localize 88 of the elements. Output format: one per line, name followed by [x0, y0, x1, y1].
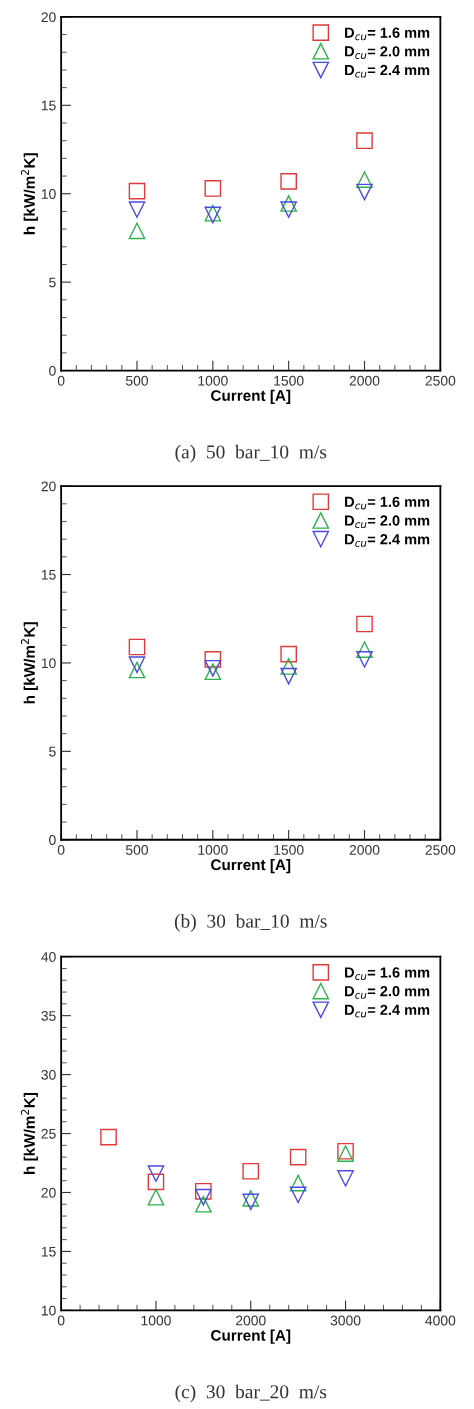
- point: [204, 180, 222, 197]
- point: [204, 659, 222, 677]
- y-tick-label: 35: [41, 1010, 56, 1021]
- y-axis-title: h [kW/m$^{2}$K]: [20, 622, 38, 704]
- x-axis-title: Current [A]: [211, 1329, 291, 1344]
- point: [289, 1174, 307, 1192]
- point: [289, 1186, 307, 1204]
- y-tick-label: 20: [41, 481, 56, 492]
- x-axis-title: Current [A]: [211, 858, 291, 874]
- point: [242, 1162, 260, 1180]
- point: [195, 1182, 212, 1200]
- point: [356, 171, 373, 188]
- legend-label: D$_{cu}$= 2.4 mm: [345, 534, 430, 547]
- legend-label: D$_{cu}$= 1.6 mm: [345, 27, 430, 41]
- y-axis-title: h [kW/m$^{2}$K]: [20, 1092, 38, 1174]
- x-tick-label: 2000: [236, 1315, 266, 1326]
- point: [356, 641, 373, 659]
- y-tick-label: 20: [41, 1187, 56, 1198]
- point: [356, 132, 373, 150]
- point: [128, 182, 146, 200]
- y-tick-label: 5: [49, 277, 56, 288]
- x-tick-label: 1000: [141, 1315, 171, 1326]
- y-tick-label: 25: [41, 1128, 56, 1139]
- x-tick-label: 2000: [349, 375, 380, 386]
- x-tick-label: 1000: [198, 375, 228, 386]
- y-tick-label: 0: [49, 365, 56, 376]
- x-tick-label: 2000: [349, 844, 380, 855]
- text: (c) 30 bar_20 m/s: [175, 1384, 327, 1403]
- point: [100, 1128, 117, 1146]
- point: [128, 222, 146, 240]
- point: [280, 195, 298, 212]
- point: [242, 1193, 260, 1211]
- x-tick-label: 2500: [425, 375, 456, 386]
- point: [280, 645, 298, 663]
- point: [280, 667, 298, 685]
- y-tick-label: 40: [41, 952, 56, 962]
- x-tick-label: 500: [125, 844, 149, 855]
- point: [204, 663, 222, 681]
- x-tick-label: 2500: [425, 844, 456, 855]
- point: [280, 173, 298, 190]
- point: [280, 658, 298, 675]
- point: [195, 1195, 212, 1213]
- x-tick-label: 0: [57, 844, 65, 855]
- y-tick-label: 0: [49, 835, 56, 845]
- legend-label: D$_{cu}$= 1.6 mm: [345, 967, 430, 980]
- x-tick-label: 1500: [274, 844, 304, 855]
- x-tick-label: 1500: [274, 375, 304, 386]
- legend-label: D$_{cu}$= 2.0 mm: [345, 515, 430, 529]
- x-tick-label: 1000: [198, 844, 228, 855]
- y-tick-label: 10: [41, 1305, 56, 1316]
- y-tick-label: 20: [41, 12, 56, 23]
- legend-label: D$_{cu}$= 2.0 mm: [345, 46, 430, 59]
- y-tick-label: 30: [41, 1069, 56, 1080]
- point: [337, 1170, 354, 1187]
- y-tick-label: 15: [41, 1246, 56, 1257]
- point: [204, 651, 222, 668]
- y-tick-label: 10: [41, 658, 56, 669]
- point: [289, 1148, 307, 1166]
- point: [128, 661, 146, 679]
- legend-label: D$_{cu}$= 2.4 mm: [345, 1004, 430, 1018]
- y-tick-label: 10: [41, 189, 56, 199]
- y-tick-label: 15: [41, 570, 56, 580]
- point: [280, 201, 298, 218]
- point: [356, 615, 373, 633]
- x-tick-label: 500: [125, 375, 149, 386]
- point: [147, 1188, 165, 1206]
- point: [195, 1188, 212, 1206]
- x-tick-label: 0: [57, 1315, 65, 1326]
- point: [147, 1165, 165, 1182]
- legend-label: D$_{cu}$= 1.6 mm: [345, 496, 430, 510]
- y-tick-label: 5: [49, 746, 56, 757]
- point: [147, 1173, 165, 1191]
- text: (b) 30 bar_10 m/s: [174, 914, 327, 932]
- x-axis-title: Current [A]: [211, 389, 291, 405]
- y-tick-label: 15: [41, 100, 56, 111]
- x-tick-label: 0: [57, 375, 65, 386]
- legend-label: D$_{cu}$= 2.4 mm: [345, 64, 430, 78]
- point: [242, 1190, 260, 1207]
- legend-label: D$_{cu}$= 2.0 mm: [345, 985, 430, 999]
- point: [128, 638, 146, 656]
- point: [356, 651, 373, 668]
- x-tick-label: 4000: [425, 1315, 456, 1326]
- point: [128, 201, 146, 218]
- point: [356, 183, 373, 201]
- x-tick-label: 3000: [330, 1315, 361, 1326]
- point: [128, 656, 146, 674]
- text: (a) 50 bar_10 m/s: [175, 444, 327, 463]
- y-axis-title: h [kW/m$^{2}$K]: [20, 153, 38, 235]
